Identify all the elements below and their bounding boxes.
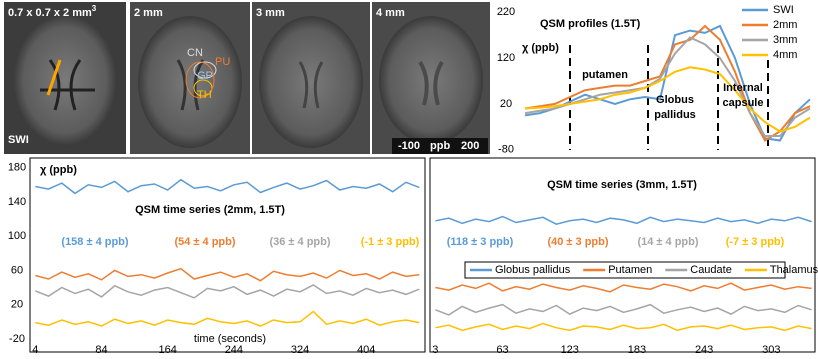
- x-tick-label: 324: [291, 344, 309, 354]
- series-line: [435, 283, 811, 292]
- series-summary: (40 ± 3 ppb): [547, 236, 608, 248]
- legend-label: 2mm: [773, 19, 797, 31]
- roi-label: CN: [187, 47, 203, 59]
- brain: [259, 16, 363, 148]
- x-tick-label: 243: [695, 344, 713, 354]
- x-tick-label: 63: [496, 344, 508, 354]
- y-tick-label: -80: [498, 144, 514, 156]
- annotation: putamen: [582, 69, 628, 81]
- series-line: [435, 324, 811, 331]
- colorbar-label: ppb: [430, 140, 450, 152]
- panel-label-text: 0.7 x 0.7 x 2 mm: [8, 7, 92, 19]
- series-summary: (-1 ± 3 ppb): [361, 236, 420, 248]
- x-tick-label: 303: [762, 344, 780, 354]
- legend-label: Thalamus: [770, 264, 818, 276]
- x-tick-label: 3: [432, 344, 438, 354]
- x-tick-label: 404: [357, 344, 375, 354]
- legend-label: Caudate: [690, 264, 732, 276]
- panel-label: 3 mm: [256, 7, 285, 19]
- y-axis-label: χ (ppb): [522, 42, 559, 54]
- y-axis-label: χ (ppb): [40, 164, 77, 176]
- y-tick-label: 220: [497, 6, 515, 18]
- x-tick-label: 164: [159, 344, 177, 354]
- annotation: pallidus: [654, 109, 696, 121]
- legend-label: Putamen: [608, 264, 652, 276]
- colorbar-label: 200: [461, 140, 479, 152]
- series-summary: (-7 ± 3 ppb): [726, 236, 785, 248]
- y-tick-label: 120: [497, 52, 515, 64]
- series-summary: (54 ± 4 ppb): [174, 236, 235, 248]
- page: 0.7 x 0.7 x 2 mm3 SWI 2 mm CN GP PU TH 3…: [0, 0, 818, 354]
- y-tick-label: -20: [9, 333, 25, 345]
- panel-corner-label: SWI: [8, 134, 29, 146]
- annotation: capsule: [723, 97, 764, 109]
- y-tick-label: 20: [500, 98, 512, 110]
- series-line: [435, 305, 811, 315]
- panel-label: 0.7 x 0.7 x 2 mm3: [8, 4, 97, 19]
- roi-label: GP: [197, 70, 213, 82]
- brain: [379, 16, 483, 144]
- series-summary: (36 ± 4 ppb): [269, 236, 330, 248]
- chart-title: QSM time series (2mm, 1.5T): [135, 204, 285, 216]
- series-summary: (158 ± 4 ppb): [61, 236, 128, 248]
- series-line: [435, 217, 811, 225]
- legend-label: 3mm: [773, 34, 797, 46]
- brain: [13, 14, 117, 146]
- series-line: [35, 269, 419, 281]
- series-summary: (118 ± 3 ppb): [447, 236, 514, 248]
- panel-label: 4 mm: [376, 7, 405, 19]
- roi-label: PU: [215, 56, 230, 68]
- series-summary: (14 ± 4 ppb): [637, 236, 698, 248]
- panel-label: 2 mm: [134, 7, 163, 19]
- legend-label: Globus pallidus: [495, 264, 571, 276]
- colorbar-label: -100: [398, 140, 420, 152]
- chart-title: QSM profiles (1.5T): [540, 18, 641, 30]
- superscript: 3: [92, 4, 97, 13]
- legend-label: SWI: [773, 4, 794, 16]
- annotation: Globus: [656, 94, 694, 106]
- x-tick-label: 244: [225, 344, 243, 354]
- x-axis-label: time (seconds): [194, 333, 266, 345]
- x-tick-label: 4: [32, 344, 38, 354]
- roi-label: TH: [197, 89, 212, 101]
- y-tick-label: 100: [8, 230, 26, 242]
- x-tick-label: 123: [561, 344, 579, 354]
- x-tick-label: 183: [628, 344, 646, 354]
- series-line: [35, 312, 419, 327]
- brain: [138, 16, 242, 148]
- legend-label: 4mm: [773, 49, 797, 61]
- series-line: [35, 180, 419, 194]
- y-tick-label: 60: [11, 264, 23, 276]
- x-tick-label: 84: [95, 344, 107, 354]
- y-tick-label: 20: [11, 299, 23, 311]
- chart-title: QSM time series (3mm, 1.5T): [547, 179, 697, 191]
- series-line: [35, 285, 419, 298]
- y-tick-label: 180: [8, 162, 26, 174]
- y-tick-label: 140: [8, 196, 26, 208]
- annotation: Internal: [723, 82, 763, 94]
- figure: 0.7 x 0.7 x 2 mm3 SWI 2 mm CN GP PU TH 3…: [0, 0, 818, 354]
